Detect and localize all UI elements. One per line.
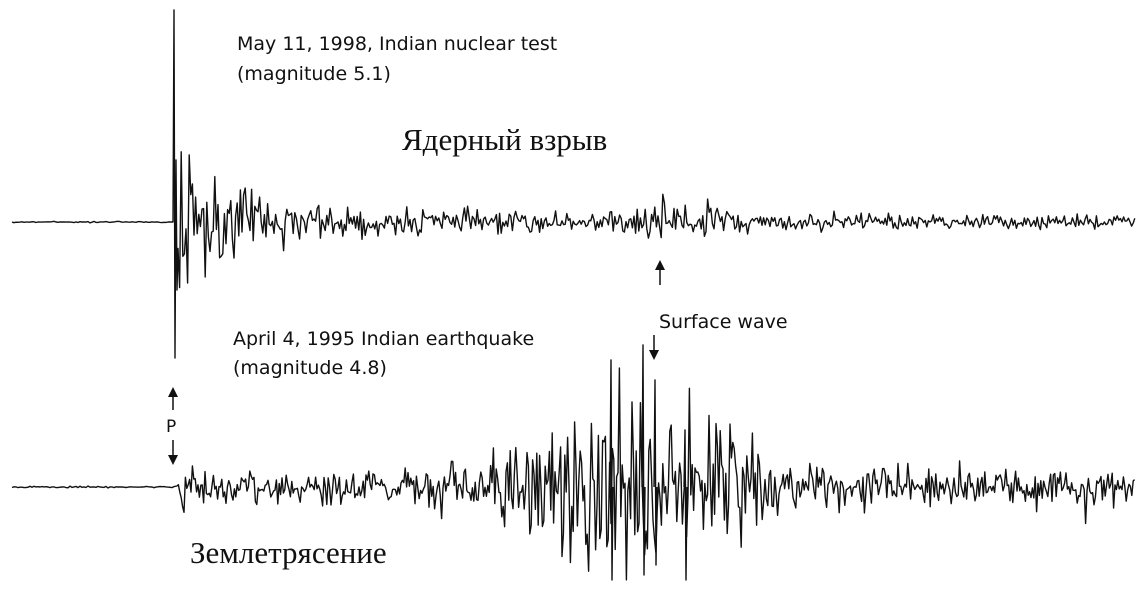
waveform bbox=[641, 344, 646, 576]
arrow-head bbox=[649, 350, 659, 360]
arrow-head bbox=[168, 455, 178, 465]
waveforms bbox=[11, 9, 1136, 581]
trace-label: Землетрясение bbox=[190, 535, 387, 570]
surface-wave-arrows bbox=[649, 260, 665, 360]
p-wave-arrows bbox=[168, 387, 178, 465]
magnitude: (magnitude 4.8) bbox=[233, 357, 387, 379]
caption: April 4, 1995 Indian earthquake bbox=[233, 328, 534, 350]
annotation: Surface wave bbox=[659, 311, 788, 333]
waveform bbox=[683, 429, 688, 581]
caption: May 11, 1998, Indian nuclear test bbox=[237, 33, 557, 55]
annotation: P bbox=[166, 417, 176, 437]
trace-label: Ядерный взрыв bbox=[402, 122, 607, 157]
arrow-head bbox=[168, 387, 178, 397]
magnitude: (magnitude 5.1) bbox=[237, 63, 391, 85]
waveform bbox=[609, 359, 614, 581]
waveform bbox=[11, 9, 1136, 359]
waveform bbox=[11, 367, 1136, 581]
waveform bbox=[653, 379, 658, 566]
arrow-head bbox=[655, 260, 665, 270]
